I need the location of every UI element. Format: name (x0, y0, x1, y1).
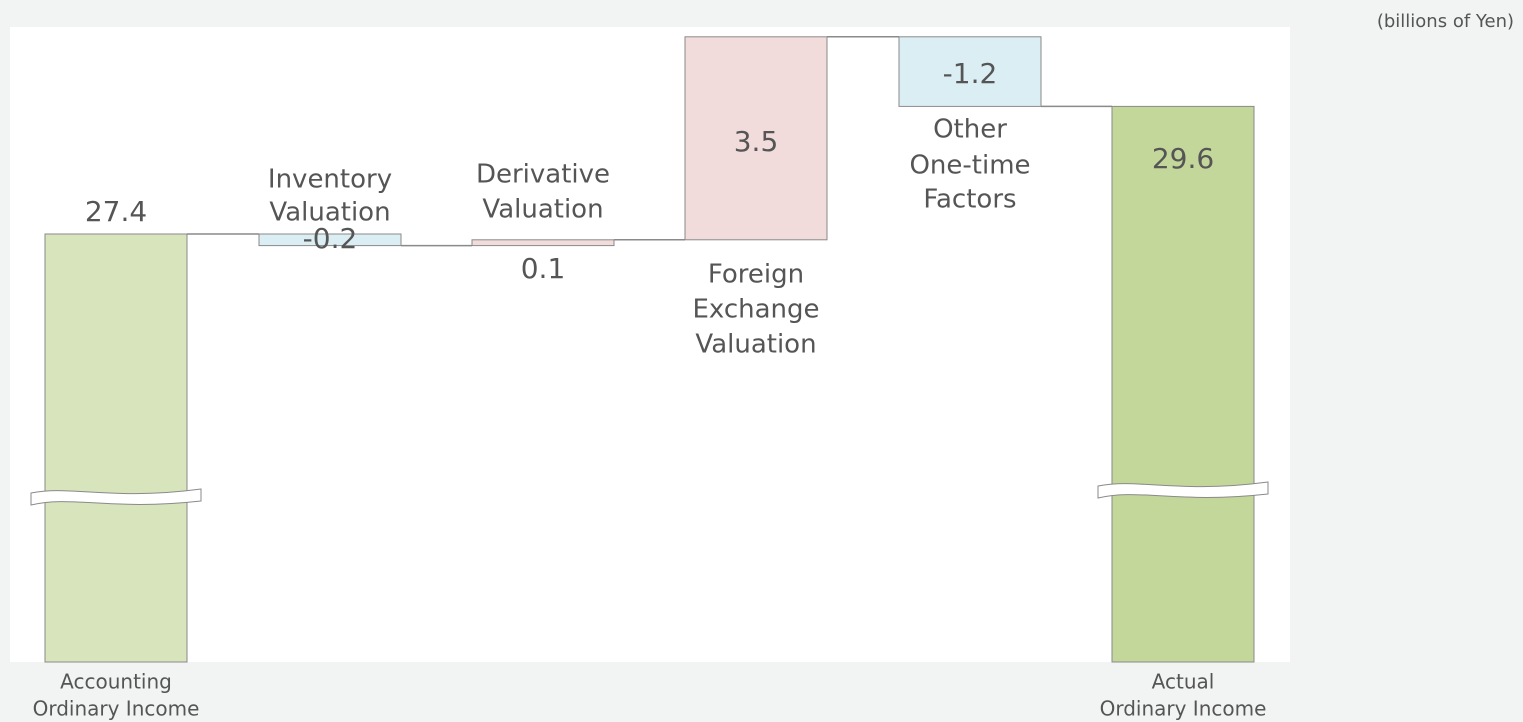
category-label: Other (933, 115, 1007, 145)
value-label: 29.6 (1152, 142, 1214, 175)
value-label: 27.4 (85, 195, 147, 228)
category-label: Foreign (708, 260, 804, 290)
bar (44, 233, 188, 663)
bar (471, 239, 615, 247)
axis-break (1097, 481, 1269, 499)
category-label: Valuation (695, 330, 816, 360)
category-label: Actual (1152, 670, 1215, 694)
axis-break (30, 488, 202, 506)
category-label: Valuation (269, 198, 390, 228)
value-label: 0.1 (521, 252, 566, 285)
unit-label: (billions of Yen) (1377, 11, 1514, 32)
category-label: Ordinary Income (33, 697, 200, 721)
bar (258, 233, 402, 247)
category-label: Inventory (268, 165, 392, 195)
category-label: Exchange (692, 295, 819, 325)
plot-area (10, 27, 1290, 662)
category-label: Accounting (60, 670, 172, 694)
value-label: -0.2 (303, 222, 358, 255)
category-label: One-time (909, 151, 1030, 181)
category-label: Valuation (482, 195, 603, 225)
value-label: -1.2 (943, 57, 998, 90)
category-label: Ordinary Income (1100, 697, 1267, 721)
bar (1111, 105, 1255, 663)
category-label: Factors (923, 185, 1016, 215)
bar (898, 36, 1042, 107)
category-label: Derivative (476, 160, 610, 190)
bar (684, 36, 828, 241)
value-label: 3.5 (734, 125, 779, 158)
